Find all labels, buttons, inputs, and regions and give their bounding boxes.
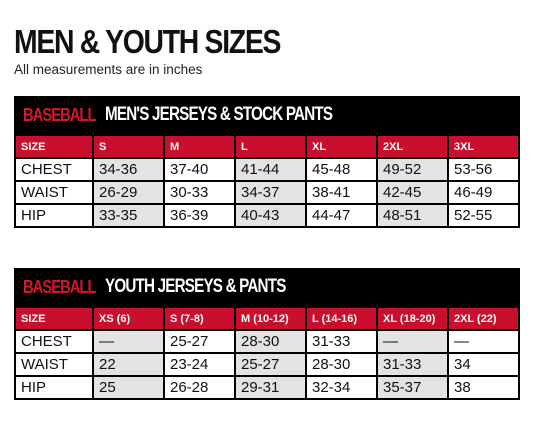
- measurement-cell: 33-35: [94, 205, 163, 226]
- size-header-cell: 3XL: [449, 136, 518, 157]
- table-row: WAIST 26-29 30-33 34-37 38-41 42-45 46-49: [16, 182, 518, 203]
- measurement-cell: 26-29: [94, 182, 163, 203]
- size-header-cell: XS (6): [94, 308, 163, 329]
- measurement-cell: 52-55: [449, 205, 518, 226]
- measurement-label: WAIST: [16, 182, 92, 203]
- measurement-cell: 25-27: [165, 331, 234, 352]
- brand-logo: BASEBALL: [23, 276, 96, 297]
- measurement-cell: —: [94, 331, 163, 352]
- measurement-cell: 25: [94, 377, 163, 398]
- size-column-header: SIZE: [16, 308, 92, 329]
- measurement-cell: —: [449, 331, 518, 352]
- measurement-cell: 49-52: [378, 159, 447, 180]
- page-subtitle: All measurements are in inches: [14, 62, 203, 77]
- size-chart-youth: BASEBALL YOUTH JERSEYS & PANTS SIZE XS (6…: [14, 268, 520, 400]
- table-row: CHEST —25-27 28-30 31-33— —: [16, 331, 518, 352]
- header-row: SIZE XS (6) S (7-8) M (10-12) L (14-16) XL (1…: [16, 308, 518, 329]
- size-header-cell: M (10-12): [236, 308, 305, 329]
- brand-logo: BASEBALL: [23, 104, 96, 125]
- measurement-cell: 28-30: [307, 354, 376, 375]
- measurement-label: HIP: [16, 205, 92, 226]
- measurement-cell: 35-37: [378, 377, 447, 398]
- measurement-cell: 38-41: [307, 182, 376, 203]
- measurement-cell: 44-47: [307, 205, 376, 226]
- measurement-label: HIP: [16, 377, 92, 398]
- measurement-cell: 48-51: [378, 205, 447, 226]
- measurement-cell: 46-49: [449, 182, 518, 203]
- page-title: MEN & YOUTH SIZES: [14, 23, 281, 60]
- measurement-cell: 53-56: [449, 159, 518, 180]
- size-header-cell: 2XL (22): [449, 308, 518, 329]
- measurement-cell: 42-45: [378, 182, 447, 203]
- measurement-label: CHEST: [16, 331, 92, 352]
- size-column-header: SIZE: [16, 136, 92, 157]
- table-row: CHEST 34-36 37-40 41-44 45-48 49-52 53-56: [16, 159, 518, 180]
- table-row: HIP 33-35 36-39 40-43 44-47 48-51 52-55: [16, 205, 518, 226]
- header-row: SIZE S M L XL 2XL 3XL: [16, 136, 518, 157]
- measurement-cell: 28-30: [236, 331, 305, 352]
- measurement-cell: 34-37: [236, 182, 305, 203]
- measurement-label: CHEST: [16, 159, 92, 180]
- size-header-cell: L (14-16): [307, 308, 376, 329]
- measurement-cell: 38: [449, 377, 518, 398]
- measurement-cell: 25-27: [236, 354, 305, 375]
- size-table: SIZE XS (6) S (7-8) M (10-12) L (14-16) XL (1…: [14, 306, 520, 400]
- measurement-cell: 37-40: [165, 159, 234, 180]
- size-chart-title: MEN'S JERSEYS & STOCK PANTS: [105, 104, 333, 125]
- measurement-cell: 34: [449, 354, 518, 375]
- size-chart-header: BASEBALL MEN'S JERSEYS & STOCK PANTS: [14, 96, 520, 134]
- size-header-cell: XL: [307, 136, 376, 157]
- measurement-cell: 31-33: [378, 354, 447, 375]
- measurement-cell: 32-34: [307, 377, 376, 398]
- measurement-cell: 41-44: [236, 159, 305, 180]
- measurement-cell: 31-33: [307, 331, 376, 352]
- size-chart-men: BASEBALL MEN'S JERSEYS & STOCK PANTS SIZ…: [14, 96, 520, 228]
- size-header-cell: M: [165, 136, 234, 157]
- measurement-cell: 34-36: [94, 159, 163, 180]
- measurement-cell: 40-43: [236, 205, 305, 226]
- measurement-cell: 23-24: [165, 354, 234, 375]
- size-header-cell: 2XL: [378, 136, 447, 157]
- size-header-cell: S (7-8): [165, 308, 234, 329]
- measurement-cell: 29-31: [236, 377, 305, 398]
- size-chart-title: YOUTH JERSEYS & PANTS: [105, 276, 286, 297]
- measurement-cell: —: [378, 331, 447, 352]
- measurement-cell: 36-39: [165, 205, 234, 226]
- measurement-cell: 26-28: [165, 377, 234, 398]
- size-header-cell: L: [236, 136, 305, 157]
- size-chart-header: BASEBALL YOUTH JERSEYS & PANTS: [14, 268, 520, 306]
- size-table: SIZE S M L XL 2XL 3XL CHEST 34-36 37-40 41-44 45-4…: [14, 134, 520, 228]
- size-header-cell: XL (18-20): [378, 308, 447, 329]
- measurement-label: WAIST: [16, 354, 92, 375]
- table-row: HIP 25 26-28 29-31 32-34 35-37 38: [16, 377, 518, 398]
- table-row: WAIST 22 23-24 25-27 28-30 31-33 34: [16, 354, 518, 375]
- measurement-cell: 30-33: [165, 182, 234, 203]
- size-header-cell: S: [94, 136, 163, 157]
- measurement-cell: 45-48: [307, 159, 376, 180]
- measurement-cell: 22: [94, 354, 163, 375]
